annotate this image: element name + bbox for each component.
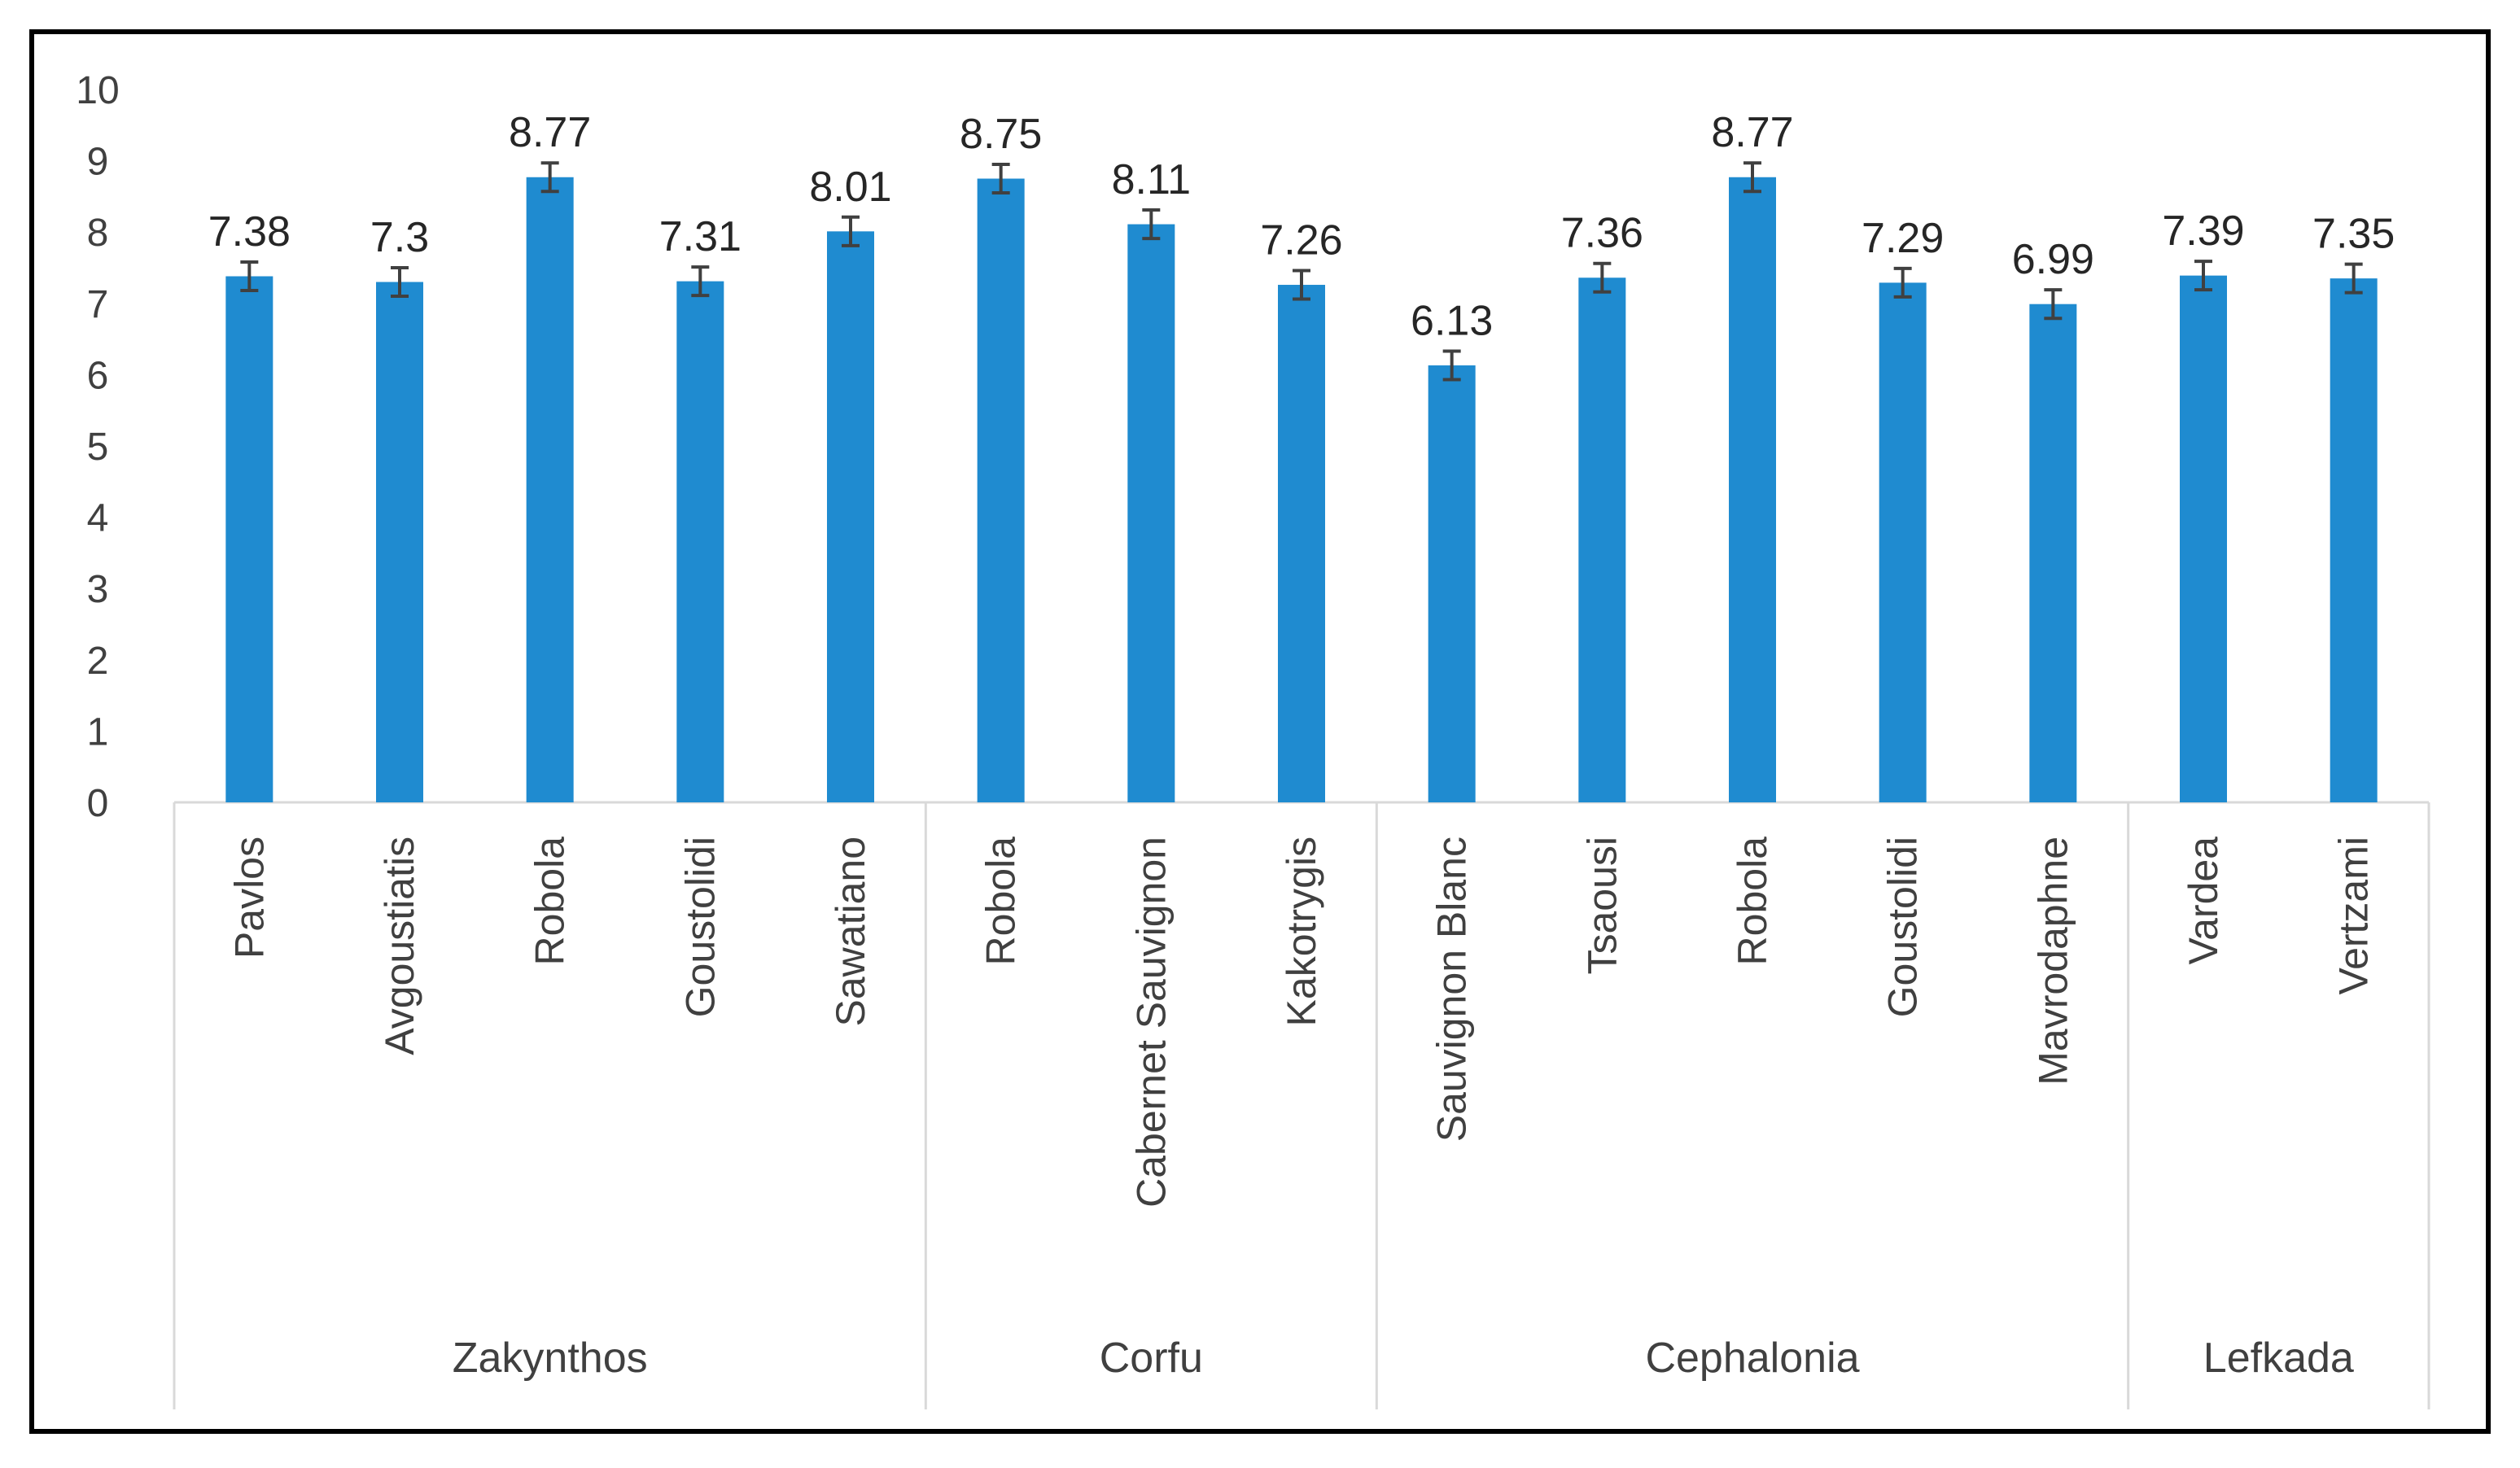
chart-frame: 0 1 2 3 4 5 6 7 8 9 10 Zakynthos Corfu Cephalonia Lef… [29, 29, 2491, 1434]
bar[interactable] [1578, 277, 1626, 802]
y-tick-label: 3 [87, 568, 109, 611]
bar-chart: 0 1 2 3 4 5 6 7 8 9 10 Zakynthos Corfu Cephalonia Lef… [76, 69, 2430, 1409]
category-label: Cabernet Sauvignon [1128, 837, 1174, 1208]
category-label: Sawatiano [828, 837, 873, 1027]
bar[interactable] [827, 231, 874, 803]
data-label: 6.99 [2012, 236, 2094, 283]
bar[interactable] [225, 276, 273, 803]
data-label: 7.39 [2162, 208, 2244, 255]
data-label: 7.36 [1561, 210, 1643, 257]
y-tick-label: 8 [87, 212, 109, 255]
category-label: Robola [978, 837, 1024, 966]
y-tick-label: 0 [87, 782, 109, 825]
data-label: 8.75 [960, 111, 1042, 158]
y-tick-label: 7 [87, 283, 109, 326]
bar[interactable] [1428, 365, 1476, 803]
data-label: 7.26 [1260, 217, 1342, 264]
data-label: 8.77 [509, 109, 591, 156]
y-tick-label: 9 [87, 141, 109, 184]
category-label: Tsaousi [1579, 837, 1625, 975]
bar[interactable] [2180, 275, 2227, 802]
group-label: Zakynthos [453, 1335, 648, 1382]
data-label: 8.01 [809, 164, 891, 211]
bars-layer [225, 161, 2378, 803]
bar[interactable] [1729, 177, 1776, 803]
category-label: Kakotrygis [1279, 837, 1324, 1026]
group-label: Corfu [1100, 1335, 1203, 1382]
y-tick-label: 2 [87, 640, 109, 683]
category-label: Avgoustiatis [377, 837, 422, 1055]
bar[interactable] [1127, 224, 1175, 803]
y-tick-label: 4 [87, 497, 109, 540]
data-label: 7.35 [2312, 211, 2395, 258]
category-label: Robola [1730, 837, 1775, 966]
y-tick-label: 5 [87, 426, 109, 469]
bar[interactable] [526, 177, 574, 803]
category-label: Goustolidi [677, 837, 723, 1017]
bar[interactable] [376, 282, 423, 802]
bar[interactable] [676, 281, 724, 802]
data-label: 7.38 [208, 208, 291, 256]
labels-layer: Zakynthos Corfu Cephalonia Lefkada 7.38 Pavlo… [208, 109, 2395, 1382]
category-label: Sauvignon Blanc [1429, 837, 1475, 1142]
group-label: Cephalonia [1645, 1335, 1859, 1382]
category-label: Vardea [2181, 837, 2226, 965]
y-tick-label: 1 [87, 710, 109, 754]
data-label: 7.3 [370, 214, 429, 261]
bar[interactable] [977, 178, 1025, 803]
bar[interactable] [2330, 278, 2378, 802]
data-label: 8.11 [1112, 156, 1191, 203]
category-label: Pavlos [226, 837, 272, 959]
category-label: Mavrodaphne [2030, 837, 2076, 1086]
bar[interactable] [2029, 304, 2077, 802]
data-label: 6.13 [1411, 297, 1493, 344]
y-tick-label: 6 [87, 354, 109, 397]
category-label: Robola [527, 837, 573, 966]
category-label: Goustolidi [1880, 837, 1926, 1017]
category-label: Vertzami [2331, 837, 2377, 995]
data-label: 7.29 [1862, 215, 1944, 262]
data-label: 7.31 [659, 213, 742, 260]
bar[interactable] [1278, 285, 1325, 802]
bar[interactable] [1879, 282, 1927, 802]
group-label: Lefkada [2203, 1335, 2354, 1382]
y-tick-label: 10 [76, 69, 119, 112]
data-label: 8.77 [1711, 109, 1793, 156]
